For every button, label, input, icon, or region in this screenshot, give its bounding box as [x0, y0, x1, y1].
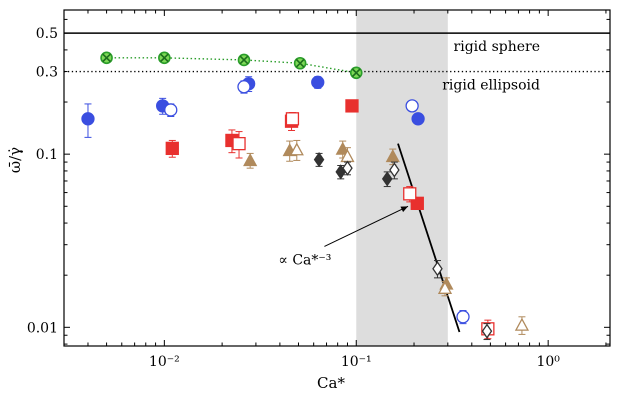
- reference-label-1: rigid ellipsoid: [442, 78, 540, 94]
- series-4-point-0: [232, 136, 246, 151]
- series-5-point-0: [243, 153, 258, 167]
- series-0-point-4: [349, 66, 363, 80]
- power-law-line: [397, 143, 461, 333]
- series-0-point-2: [237, 53, 251, 67]
- y-tick-label-1: 0.3: [36, 65, 58, 81]
- series-4-point-1: [285, 112, 300, 126]
- series-2-point-3: [456, 310, 470, 324]
- series-1-point-3: [311, 75, 325, 89]
- series-2-point-2: [405, 99, 419, 113]
- y-tick-label-3: 0.01: [27, 320, 58, 336]
- series-0-point-1-cross: [159, 53, 169, 63]
- series-0-point-0: [100, 51, 113, 65]
- x-tick-label-2: 10⁰: [536, 354, 560, 370]
- series-0-point-1: [158, 51, 171, 65]
- series-8-point-2: [432, 261, 443, 277]
- series-0-point-2-cross: [239, 55, 249, 65]
- series-2-point-1: [237, 80, 251, 94]
- series-7-point-0: [313, 151, 325, 168]
- series-3-point-3: [345, 99, 359, 113]
- series-4-point-2: [403, 187, 417, 201]
- series-6-point-3: [514, 317, 530, 331]
- series-0-point-0-cross: [102, 53, 111, 63]
- x-axis-label: Ca*: [317, 374, 345, 392]
- reference-label-0: rigid sphere: [454, 39, 540, 55]
- series-0-point-3: [293, 56, 307, 70]
- annotation-label: ∝ Ca*⁻³: [278, 252, 331, 268]
- series-6-point-2: [437, 280, 453, 294]
- series-5-point-2: [335, 141, 350, 155]
- series-5-point-3: [385, 149, 400, 163]
- y-tick-label-0: 0.5: [36, 26, 58, 42]
- background-layer: [356, 10, 448, 346]
- series-0-point-3-cross: [295, 58, 305, 68]
- series-7-point-2: [381, 171, 393, 187]
- plot-frame: [63, 9, 611, 347]
- text-layer: rigid sphere rigid ellipsoid ∝ Ca*⁻³ 10⁻² 10…: [6, 26, 560, 392]
- frame-layer: [63, 9, 611, 347]
- series-2-point-0: [164, 103, 178, 117]
- series-1-point-0: [81, 112, 95, 126]
- series-3-point-0: [165, 141, 179, 156]
- x-tick-label-0: 10⁻²: [149, 354, 180, 370]
- series-0-line: [106, 57, 357, 74]
- x-tick-label-1: 10⁻¹: [341, 354, 372, 370]
- series-0-point-4-cross: [351, 68, 361, 78]
- series-8-point-3: [481, 323, 493, 339]
- annotation-arrow: [324, 205, 409, 247]
- series-8-point-0: [342, 160, 353, 176]
- series-6-point-0: [289, 142, 304, 156]
- shaded-region: [356, 10, 448, 346]
- points-layer: [81, 51, 530, 341]
- series-1-point-4: [411, 112, 425, 126]
- y-axis-label: ω̄/γ̇: [6, 147, 24, 173]
- y-tick-label-2: 0.1: [36, 147, 58, 163]
- series-8-point-1: [389, 162, 400, 178]
